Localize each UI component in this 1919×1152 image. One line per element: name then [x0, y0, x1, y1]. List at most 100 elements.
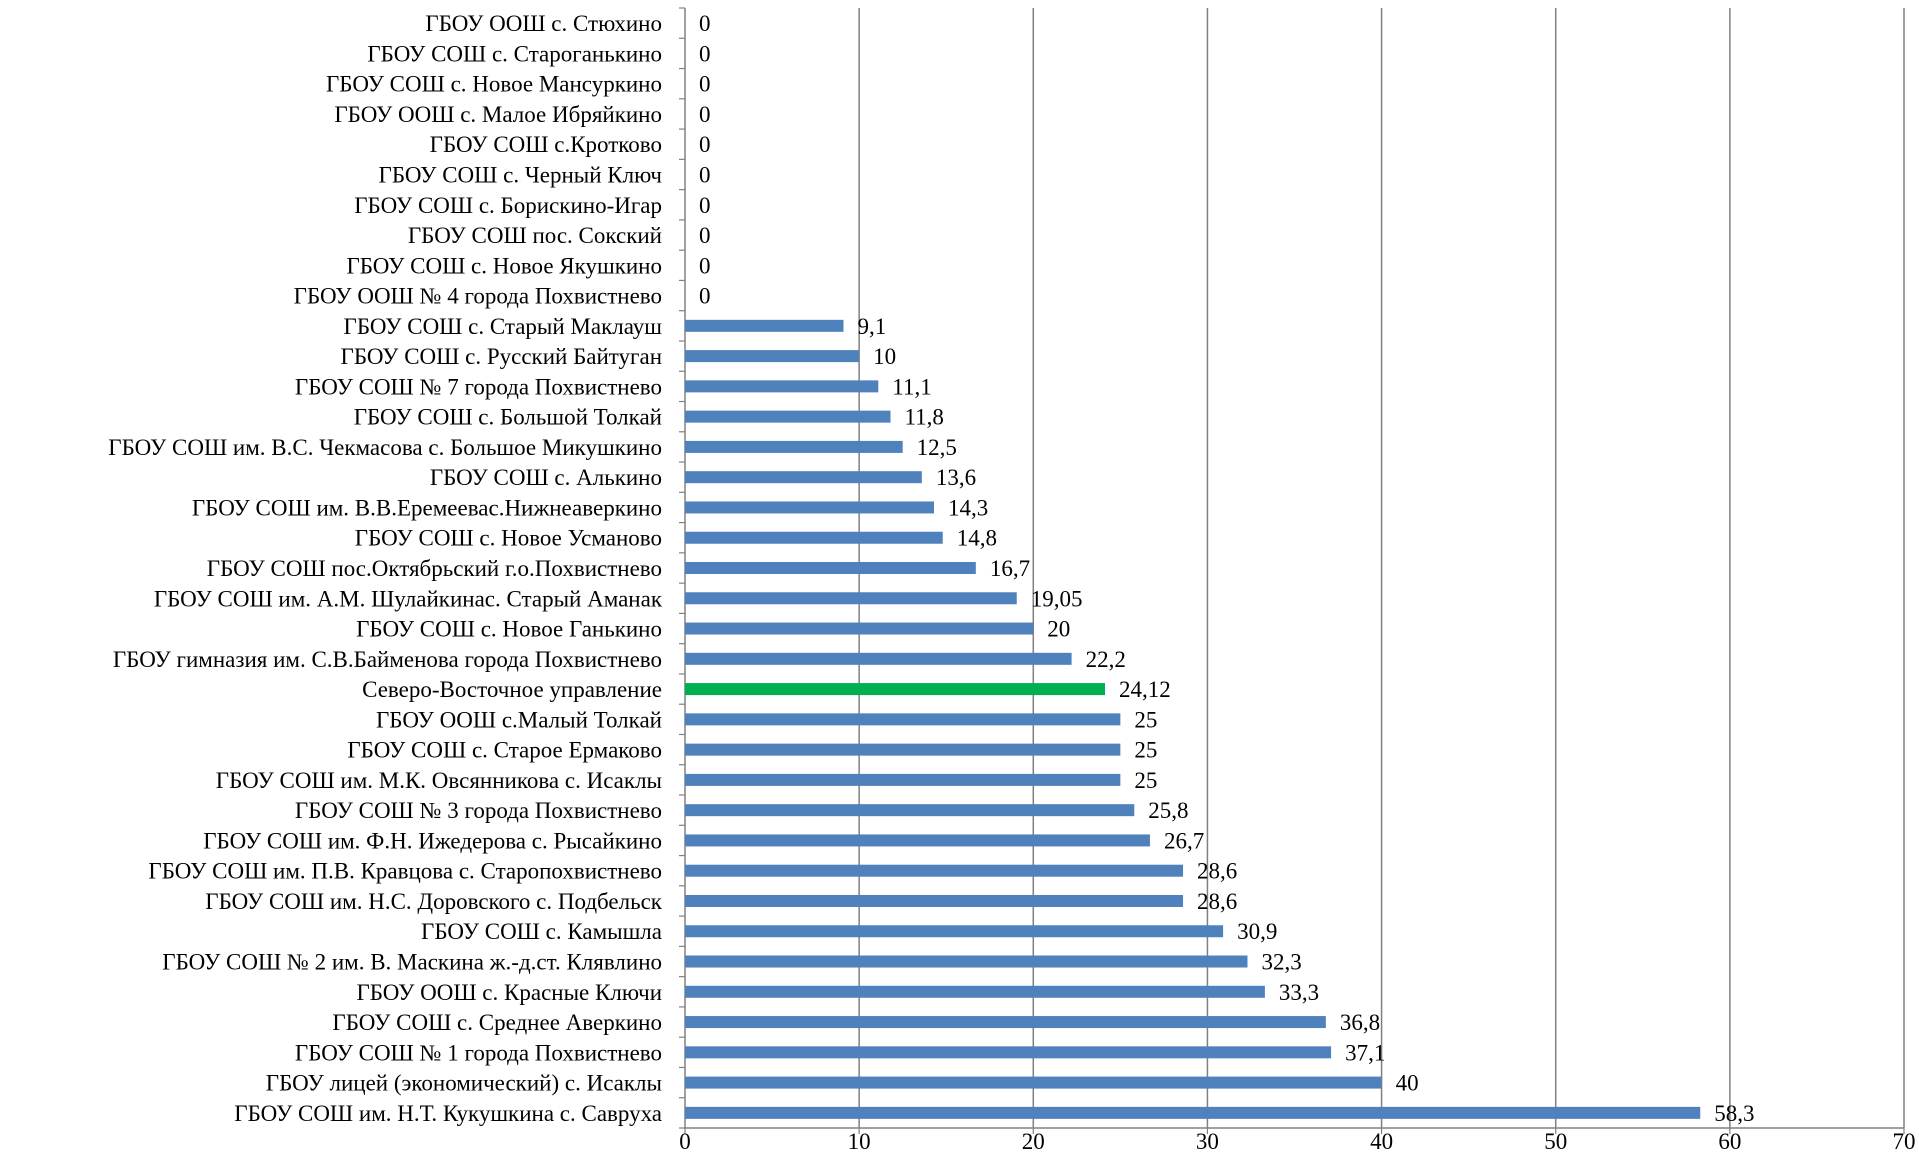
category-label: ГБОУ ООШ с. Стюхино [425, 11, 662, 36]
category-label: ГБОУ СОШ пос.Октябрьский г.о.Похвистнево [207, 556, 662, 581]
data-label: 0 [699, 284, 711, 309]
data-label: 11,1 [892, 374, 931, 399]
data-label: 28,6 [1197, 889, 1237, 914]
bar [685, 350, 860, 363]
category-label: ГБОУ ООШ с.Малый Толкай [376, 707, 662, 732]
data-label: 26,7 [1164, 828, 1204, 853]
data-label: 24,12 [1119, 677, 1171, 702]
bar [685, 471, 922, 484]
category-label: ГБОУ СОШ с. Новое Ганькино [356, 617, 662, 642]
bar [685, 531, 943, 544]
bar [685, 773, 1121, 786]
data-label: 0 [699, 41, 711, 66]
data-label: 20 [1047, 617, 1070, 642]
category-label: ГБОУ СОШ им. А.М. Шулайкинас. Старый Ама… [154, 586, 663, 611]
bar [685, 834, 1150, 847]
bar [685, 925, 1224, 938]
category-label: ГБОУ СОШ с. Русский Байтуган [341, 344, 662, 369]
data-label: 0 [699, 72, 711, 97]
data-label: 9,1 [857, 314, 886, 339]
data-label: 19,05 [1031, 586, 1083, 611]
data-label: 0 [699, 193, 711, 218]
bar [685, 804, 1135, 817]
category-label: ГБОУ ООШ с. Малое Ибряйкино [334, 102, 662, 127]
data-label: 12,5 [917, 435, 957, 460]
data-label: 32,3 [1261, 950, 1301, 975]
data-label: 25 [1134, 738, 1157, 763]
data-label: 0 [699, 102, 711, 127]
x-tick-label: 30 [1196, 1129, 1219, 1152]
data-label: 0 [699, 11, 711, 36]
category-label: ГБОУ СОШ с. Новое Мансуркино [326, 72, 662, 97]
category-label: Северо-Восточное управление [362, 677, 662, 702]
bar [685, 894, 1184, 907]
bar [685, 683, 1106, 696]
bar [685, 410, 891, 423]
data-label: 25 [1134, 768, 1157, 793]
bar [685, 713, 1121, 726]
category-label: ГБОУ ООШ с. Красные Ключи [356, 980, 662, 1005]
data-label: 36,8 [1340, 1010, 1380, 1035]
x-tick-label: 40 [1370, 1129, 1393, 1152]
x-tick-label: 70 [1893, 1129, 1916, 1152]
data-label: 28,6 [1197, 859, 1237, 884]
category-label: ГБОУ ООШ № 4 города Похвистнево [294, 284, 662, 309]
bar [685, 985, 1265, 998]
category-label: ГБОУ СОШ с.Кротково [430, 132, 662, 157]
bar [685, 1076, 1382, 1089]
category-label: ГБОУ лицей (экономический) с. Исаклы [266, 1071, 662, 1096]
bar [685, 1016, 1326, 1029]
data-label: 14,8 [957, 526, 997, 551]
data-label: 10 [873, 344, 896, 369]
category-label: ГБОУ СОШ № 1 города Похвистнево [295, 1040, 662, 1065]
x-tick-label: 60 [1718, 1129, 1741, 1152]
bar [685, 864, 1184, 877]
bar [685, 592, 1017, 605]
category-label: ГБОУ СОШ с. Новое Якушкино [346, 253, 662, 278]
category-label: ГБОУ СОШ с. Новое Усманово [355, 526, 662, 551]
bar [685, 440, 903, 453]
data-label: 0 [699, 223, 711, 248]
data-label: 11,8 [904, 405, 943, 430]
x-tick-label: 20 [1022, 1129, 1045, 1152]
bar [685, 1046, 1332, 1059]
category-label: ГБОУ СОШ им. Н.С. Доровского с. Подбельс… [205, 889, 663, 914]
category-label: ГБОУ СОШ с. Борискино-Игар [354, 193, 662, 218]
x-tick-label: 10 [848, 1129, 871, 1152]
category-label: ГБОУ СОШ с. Старое Ермаково [347, 738, 662, 763]
category-label: ГБОУ СОШ пос. Сокский [408, 223, 662, 248]
category-label: ГБОУ СОШ с. Черный Ключ [379, 162, 663, 187]
data-label: 0 [699, 132, 711, 157]
category-label: ГБОУ гимназия им. С.В.Байменова города П… [113, 647, 662, 672]
category-label: ГБОУ СОШ с. Большой Толкай [354, 405, 662, 430]
category-label: ГБОУ СОШ № 2 им. В. Маскина ж.-д.ст. Кля… [162, 950, 662, 975]
bar [685, 319, 844, 332]
category-label: ГБОУ СОШ им. М.К. Овсянникова с. Исаклы [216, 768, 662, 793]
data-label: 13,6 [936, 465, 976, 490]
x-tick-label: 50 [1544, 1129, 1567, 1152]
x-tick-label: 0 [679, 1129, 691, 1152]
data-label: 30,9 [1237, 919, 1277, 944]
category-label: ГБОУ СОШ им. П.В. Кравцова с. Старопохви… [148, 859, 662, 884]
category-label: ГБОУ СОШ им. Н.Т. Кукушкина с. Савруха [234, 1101, 662, 1126]
category-label: ГБОУ СОШ с. Среднее Аверкино [332, 1010, 662, 1035]
data-label: 25 [1134, 707, 1157, 732]
bar [685, 1106, 1701, 1119]
bar [685, 652, 1072, 665]
bar [685, 501, 935, 514]
data-label: 16,7 [990, 556, 1030, 581]
data-label: 58,3 [1714, 1101, 1754, 1126]
data-label: 40 [1396, 1071, 1419, 1096]
bar [685, 743, 1121, 756]
bar [685, 955, 1248, 968]
category-label: ГБОУ СОШ им. Ф.Н. Ижедерова с. Рысайкино [203, 828, 662, 853]
category-label: ГБОУ СОШ с. Староганькино [367, 41, 662, 66]
data-label: 33,3 [1279, 980, 1319, 1005]
data-label: 14,3 [948, 495, 988, 520]
data-label: 25,8 [1148, 798, 1188, 823]
category-label: ГБОУ СОШ им. В.В.Еремеевас.Нижнеаверкино [192, 495, 662, 520]
bar [685, 562, 976, 574]
category-label: ГБОУ СОШ с. Алькино [430, 465, 662, 490]
category-label: ГБОУ СОШ № 3 города Похвистнево [295, 798, 662, 823]
